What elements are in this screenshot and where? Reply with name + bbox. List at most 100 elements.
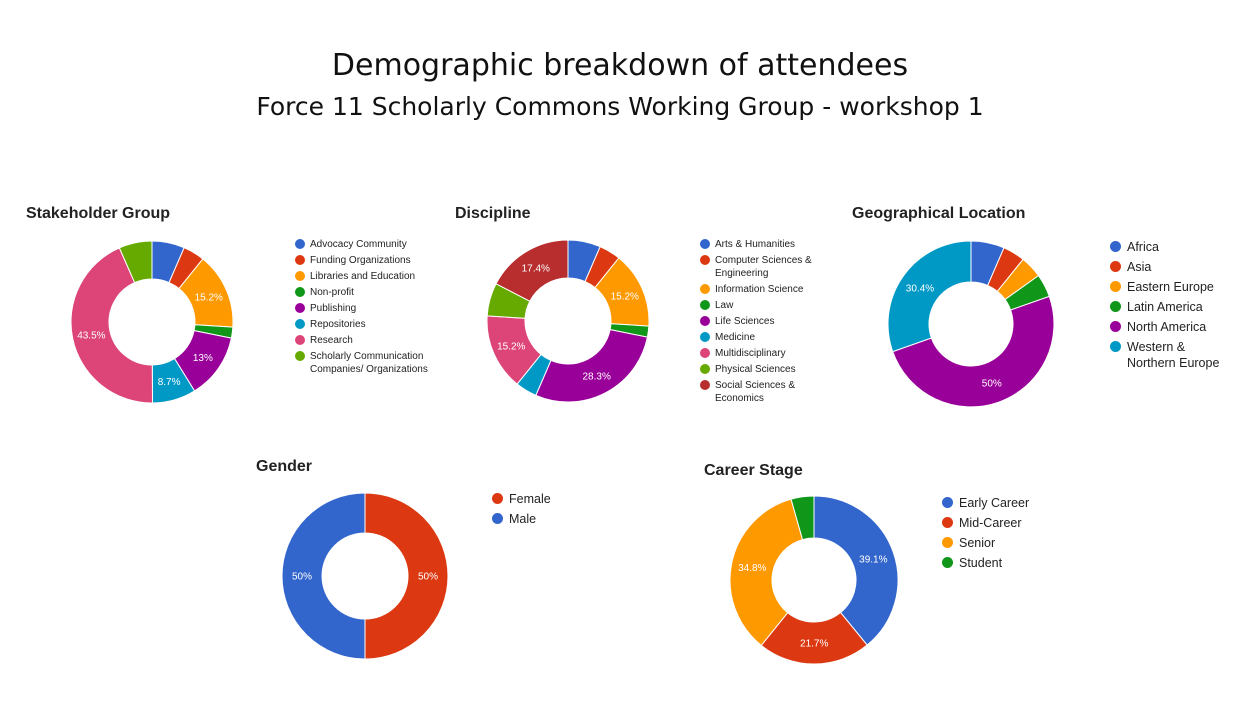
legend-item: Non-profit [295,286,445,299]
legend-label: Mid-Career [959,516,1022,530]
legend-item: Africa [1110,239,1235,255]
legend-swatch [1110,321,1121,332]
legend-item: Asia [1110,259,1235,275]
legend-item: Repositories [295,318,445,331]
legend-label: North America [1127,320,1207,334]
legend-label: Africa [1127,240,1159,254]
slice-label: 15.2% [611,292,639,303]
legend-item: North America [1110,319,1235,335]
slice-label: 8.7% [158,377,181,388]
legend-swatch [700,348,710,358]
legend-swatch [942,557,953,568]
chart-legend: Early Career Mid-Career Senior Student [942,495,1052,575]
legend-label: Scholarly Communication Companies/ Organ… [310,351,428,375]
legend-swatch [700,316,710,326]
legend-label: Information Science [715,284,804,295]
legend-label: Arts & Humanities [715,239,796,250]
legend-swatch [295,271,305,281]
chart-title: Geographical Location [852,205,1026,222]
legend-item: Medicine [700,331,830,344]
legend-label: Research [310,335,353,346]
legend-swatch [295,239,305,249]
slice-scholarly-communication-companies-organizations [118,240,153,284]
legend-item: Social Sciences & Economics [700,379,830,405]
slide-subtitle: Force 11 Scholarly Commons Working Group… [256,92,984,121]
slice-label: 21.7% [800,638,828,649]
legend-label: Computer Sciences & Engineering [715,255,812,279]
slice-label: 50% [418,572,438,583]
slice-label: 17.4% [522,264,550,275]
chart-title: Discipline [455,205,531,222]
legend-label: Publishing [310,303,357,314]
legend-label: Law [715,300,734,311]
slice-label: 15.2% [195,293,223,304]
chart-title: Gender [256,458,313,475]
legend-item: Research [295,334,445,347]
slice-research [70,247,154,404]
legend-item: Libraries and Education [295,270,445,283]
legend-item: Computer Sciences & Engineering [700,254,830,280]
slice-label: 50% [982,378,1002,389]
legend-item: Life Sciences [700,315,830,328]
legend-label: Male [509,512,537,526]
legend-item: Early Career [942,495,1052,511]
legend-swatch [1110,241,1121,252]
legend-swatch [295,303,305,313]
legend-item: Publishing [295,302,445,315]
legend-item: Latin America [1110,299,1235,315]
legend-item: Student [942,555,1052,571]
legend-label: Libraries and Education [310,271,416,282]
legend-item: Funding Organizations [295,254,445,267]
slice-female [364,492,449,660]
legend-item: Multidisciplinary [700,347,830,360]
legend-swatch [700,239,710,249]
legend-swatch [942,497,953,508]
legend-item: Information Science [700,283,830,296]
slice-label: 30.4% [906,283,934,294]
slice-early-career [813,495,899,646]
slide-title: Demographic breakdown of attendees [331,48,909,83]
legend-item: Male [492,511,592,527]
slice-student [790,495,815,541]
legend-swatch [942,537,953,548]
legend-label: Life Sciences [715,316,775,327]
chart-legend: Advocacy Community Funding Organizations L… [295,238,445,379]
legend-item: Mid-Career [942,515,1052,531]
legend-item: Advocacy Community [295,238,445,251]
legend-item: Physical Sciences [700,363,830,376]
legend-swatch [492,493,503,504]
slice-label: 50% [292,572,312,583]
legend-swatch [295,351,305,361]
legend-swatch [295,335,305,345]
slice-social-sciences-economics [495,239,569,302]
legend-swatch [700,255,710,265]
slice-label: 15.2% [497,341,525,352]
chart-title: Stakeholder Group [26,205,171,222]
slice-western-northern-europe [887,240,972,353]
legend-swatch [1110,281,1121,292]
legend-label: Eastern Europe [1127,280,1214,294]
chart-legend: Arts & Humanities Computer Sciences & Eng… [700,238,830,408]
slice-label: 43.5% [77,330,105,341]
legend-swatch [700,380,710,390]
legend-label: Student [959,556,1003,570]
legend-swatch [1110,341,1121,352]
legend-swatch [700,300,710,310]
legend-label: Early Career [959,496,1030,510]
legend-swatch [700,284,710,294]
legend-label: Western & Northern Europe [1127,340,1220,370]
chart-legend: Africa Asia Eastern Europe Latin America Nor… [1110,239,1235,375]
slice-north-america [892,295,1055,408]
slice-male [281,492,366,660]
legend-swatch [295,287,305,297]
legend-item: Female [492,491,592,507]
legend-item: Eastern Europe [1110,279,1235,295]
